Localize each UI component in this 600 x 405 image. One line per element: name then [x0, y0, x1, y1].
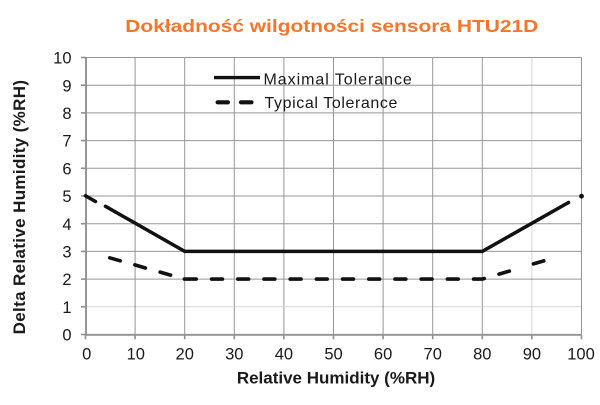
- svg-text:Delta Relative Humidity (%RH): Delta Relative Humidity (%RH): [10, 80, 29, 335]
- svg-text:7: 7: [62, 133, 71, 151]
- svg-text:20: 20: [176, 346, 194, 364]
- svg-text:9: 9: [62, 77, 71, 95]
- svg-text:100: 100: [567, 346, 595, 364]
- svg-text:0: 0: [82, 346, 91, 364]
- svg-text:8: 8: [62, 105, 71, 123]
- svg-text:Maximal Tolerance: Maximal Tolerance: [264, 72, 413, 89]
- svg-text:1: 1: [62, 299, 71, 317]
- svg-text:50: 50: [324, 346, 342, 364]
- svg-text:Dokładność wilgotności sensora: Dokładność wilgotności sensora HTU21D: [125, 16, 538, 36]
- svg-text:90: 90: [523, 346, 541, 364]
- svg-text:5: 5: [62, 188, 71, 206]
- svg-text:80: 80: [473, 346, 491, 364]
- svg-text:10: 10: [53, 50, 71, 68]
- svg-text:4: 4: [62, 216, 71, 234]
- svg-text:Relative Humidity (%RH): Relative Humidity (%RH): [237, 368, 435, 387]
- svg-text:Typical Tolerance: Typical Tolerance: [265, 95, 399, 112]
- svg-text:2: 2: [62, 271, 71, 289]
- svg-text:0: 0: [62, 327, 71, 345]
- svg-text:3: 3: [62, 244, 71, 262]
- svg-text:40: 40: [275, 346, 293, 364]
- svg-text:30: 30: [225, 346, 243, 364]
- svg-text:10: 10: [127, 346, 145, 364]
- svg-text:60: 60: [374, 346, 392, 364]
- svg-text:6: 6: [62, 160, 71, 178]
- svg-text:70: 70: [424, 346, 442, 364]
